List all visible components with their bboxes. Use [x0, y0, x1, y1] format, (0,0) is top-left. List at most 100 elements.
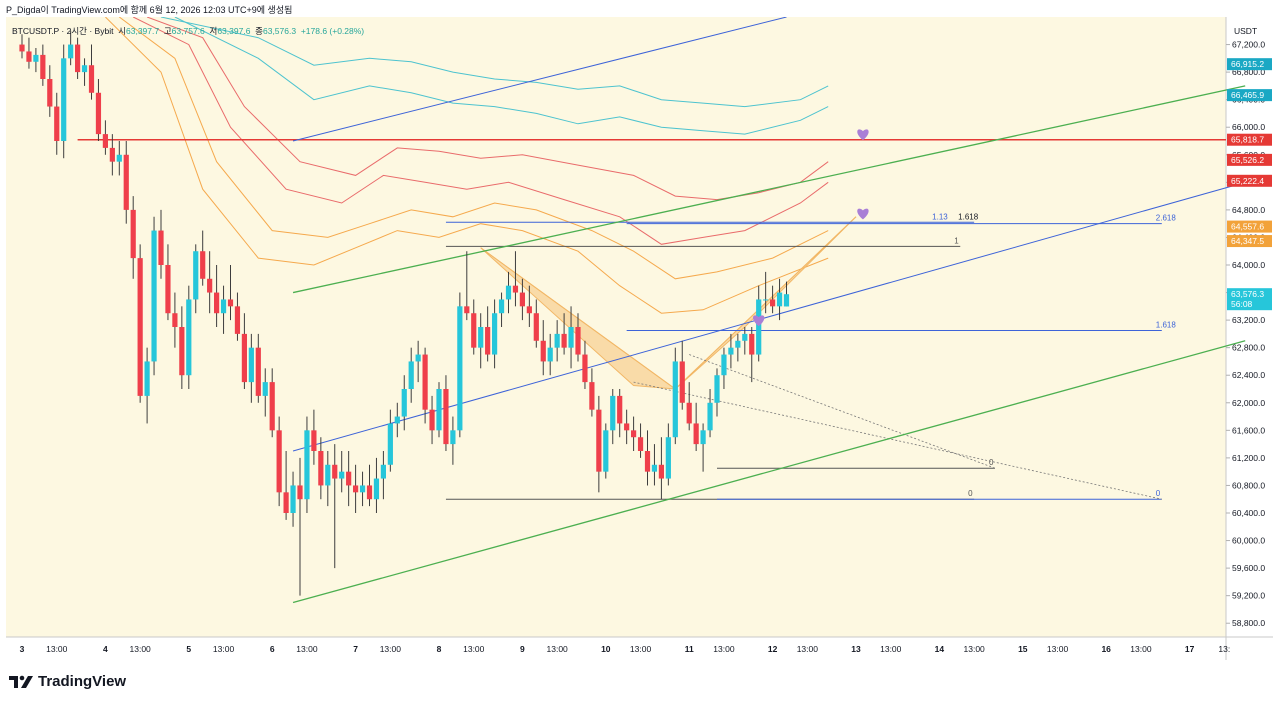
candle[interactable]	[158, 209, 164, 279]
candle[interactable]	[353, 464, 359, 513]
candle[interactable]	[533, 299, 539, 348]
candle[interactable]	[339, 451, 345, 493]
candle[interactable]	[75, 37, 81, 79]
candle[interactable]	[742, 327, 748, 355]
candle[interactable]	[749, 327, 755, 383]
candle[interactable]	[366, 464, 373, 507]
candle[interactable]	[728, 333, 734, 369]
channel-line-1[interactable]	[292, 340, 1246, 604]
candle[interactable]	[637, 423, 644, 458]
candle[interactable]	[693, 402, 699, 451]
candle[interactable]	[137, 244, 143, 403]
candle[interactable]	[151, 216, 157, 376]
candle[interactable]	[61, 44, 67, 159]
candle[interactable]	[610, 389, 616, 445]
candle[interactable]	[179, 306, 185, 389]
candle[interactable]	[248, 333, 254, 403]
band-line-5[interactable]	[105, 17, 829, 314]
candle[interactable]	[102, 120, 108, 155]
candle[interactable]	[186, 285, 192, 389]
candle[interactable]	[700, 423, 706, 472]
candle[interactable]	[290, 471, 296, 527]
candle[interactable]	[207, 251, 213, 314]
candle[interactable]	[776, 278, 783, 321]
candle[interactable]	[582, 340, 588, 389]
price-badge[interactable]	[1227, 288, 1272, 311]
band-line-0[interactable]	[160, 17, 829, 108]
candle[interactable]	[304, 416, 310, 513]
candle[interactable]	[255, 333, 261, 403]
candle[interactable]	[234, 292, 241, 341]
candle[interactable]	[373, 457, 380, 513]
band-line-1[interactable]	[174, 17, 829, 135]
candle[interactable]	[269, 368, 275, 438]
candle[interactable]	[617, 389, 623, 438]
candle[interactable]	[318, 437, 324, 500]
candle[interactable]	[554, 320, 560, 362]
candle[interactable]	[241, 313, 247, 389]
candle[interactable]	[81, 58, 88, 86]
candle[interactable]	[311, 409, 317, 465]
candle[interactable]	[665, 423, 671, 486]
candle[interactable]	[658, 437, 664, 500]
price-badge[interactable]	[1227, 58, 1272, 71]
time-axis-area[interactable]	[6, 637, 1226, 660]
candle[interactable]	[68, 30, 74, 66]
candle[interactable]	[359, 471, 366, 507]
candle[interactable]	[54, 92, 60, 155]
candle[interactable]	[116, 141, 122, 176]
candle[interactable]	[672, 347, 678, 445]
candle[interactable]	[200, 230, 206, 286]
candle[interactable]	[770, 285, 776, 314]
candle[interactable]	[123, 141, 129, 224]
candle[interactable]	[172, 292, 178, 348]
candle[interactable]	[714, 368, 720, 417]
candle[interactable]	[679, 340, 685, 410]
candle[interactable]	[631, 416, 637, 451]
trend-line-1[interactable]	[292, 181, 1246, 452]
candle[interactable]	[40, 44, 46, 86]
candle[interactable]	[193, 244, 199, 314]
candle[interactable]	[568, 306, 574, 369]
candle[interactable]	[109, 134, 115, 176]
candle[interactable]	[721, 347, 727, 389]
candle[interactable]	[394, 402, 400, 438]
candle[interactable]	[214, 265, 220, 327]
candle[interactable]	[220, 285, 227, 334]
candle[interactable]	[165, 244, 171, 321]
candle[interactable]	[380, 451, 386, 500]
candle[interactable]	[227, 265, 234, 321]
candle[interactable]	[26, 37, 32, 69]
candle[interactable]	[88, 44, 95, 100]
price-badge[interactable]	[1227, 220, 1272, 233]
candle[interactable]	[686, 382, 692, 431]
brand[interactable]: TradingView	[8, 673, 126, 690]
candle[interactable]	[408, 347, 414, 403]
candle[interactable]	[763, 271, 769, 314]
candle[interactable]	[47, 65, 53, 117]
candle[interactable]	[95, 79, 102, 141]
candle[interactable]	[624, 409, 630, 445]
band-line-4[interactable]	[119, 17, 829, 280]
candle[interactable]	[332, 444, 338, 569]
candle[interactable]	[415, 340, 421, 383]
candle[interactable]	[471, 299, 477, 355]
legend-symbol[interactable]: BTCUSDT.P · 2시간 · Bybit	[12, 26, 114, 36]
candle[interactable]	[443, 375, 449, 451]
candle[interactable]	[561, 313, 567, 355]
candle[interactable]	[547, 333, 553, 376]
candle[interactable]	[492, 299, 498, 369]
candle[interactable]	[33, 48, 39, 73]
candle[interactable]	[436, 382, 442, 438]
candle[interactable]	[485, 306, 491, 362]
candle[interactable]	[325, 451, 331, 507]
candle[interactable]	[464, 251, 470, 321]
candle[interactable]	[429, 395, 435, 445]
candle[interactable]	[526, 285, 532, 327]
candle[interactable]	[540, 320, 546, 376]
candle[interactable]	[644, 430, 651, 486]
price-badge[interactable]	[1227, 235, 1272, 248]
candle[interactable]	[276, 416, 282, 507]
candle[interactable]	[283, 451, 289, 520]
candle[interactable]	[596, 395, 602, 493]
